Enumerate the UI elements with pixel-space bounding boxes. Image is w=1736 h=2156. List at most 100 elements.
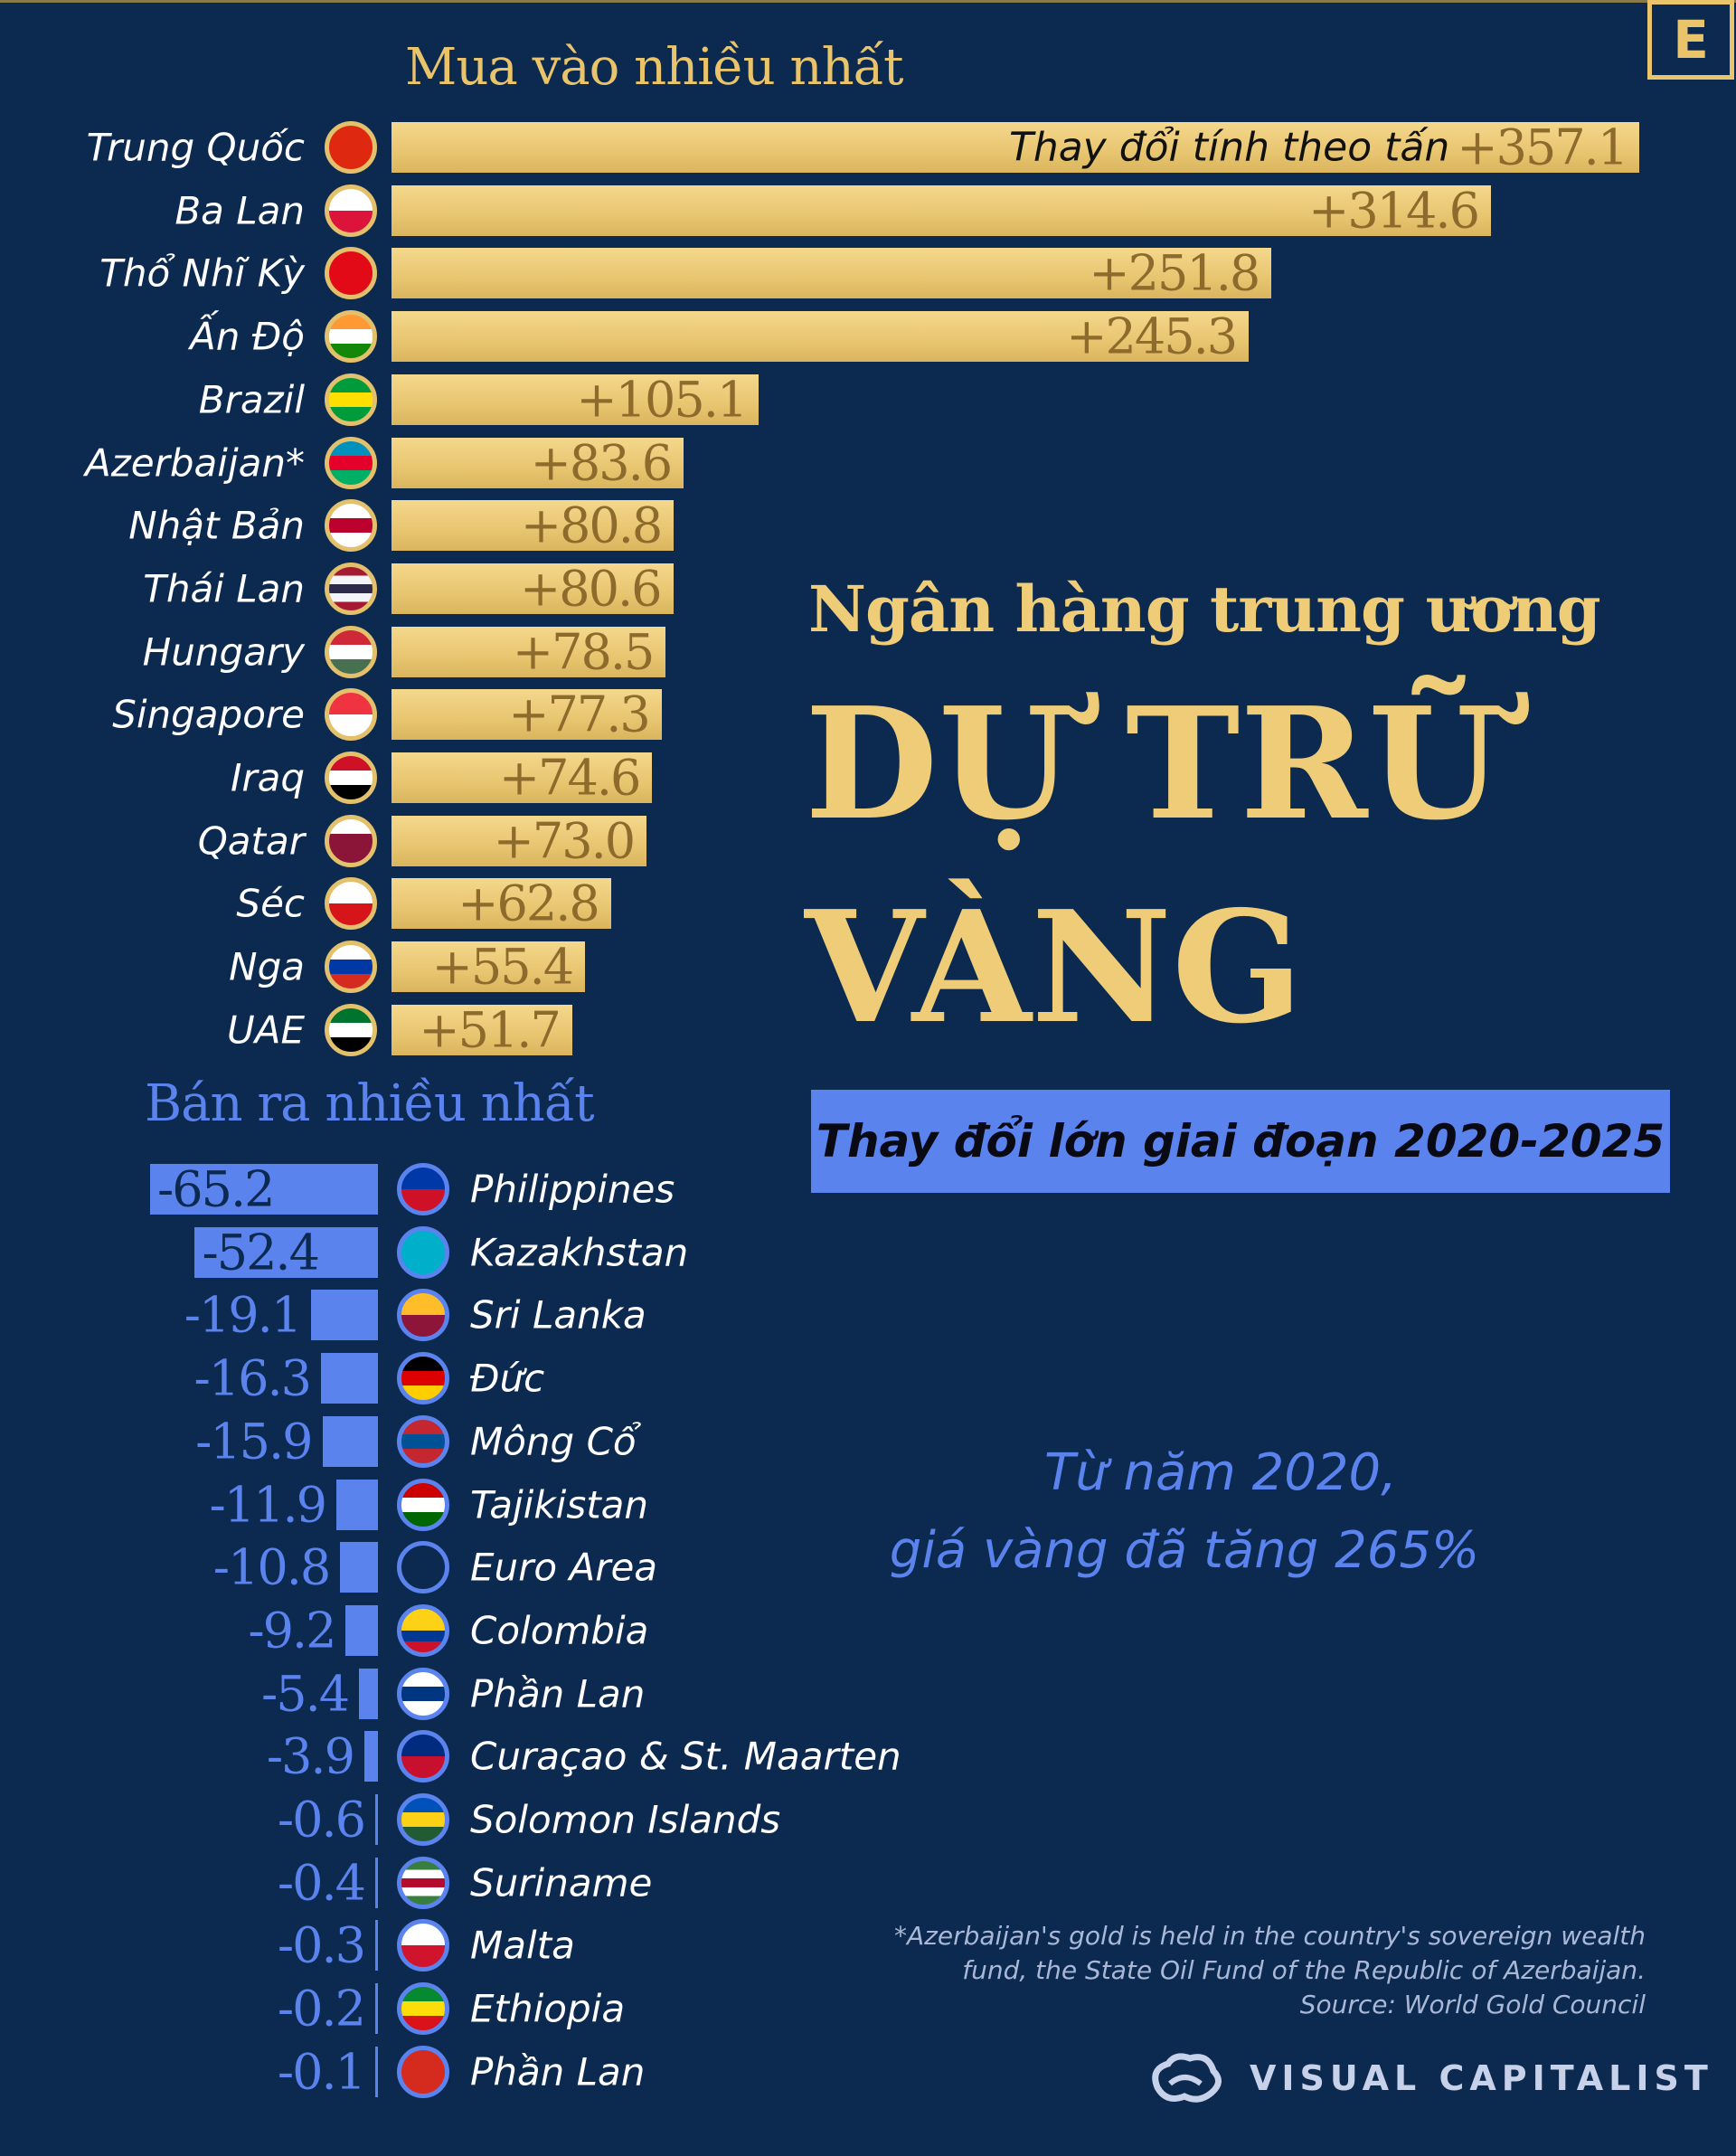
chart-row: -0.3 Malta [0, 1917, 1718, 1974]
chart-row: Ấn Độ +245.3 [0, 307, 1718, 365]
chart-row: -0.4 Suriname [0, 1854, 1718, 1912]
flag-icon [325, 752, 377, 804]
bar [363, 1731, 378, 1782]
country-name: Đức [470, 1356, 545, 1401]
bar [311, 1290, 378, 1341]
flag-icon [397, 1793, 449, 1846]
country-name: Euro Area [470, 1545, 658, 1590]
flag-icon [397, 1225, 449, 1279]
country-name: Thái Lan [143, 566, 305, 611]
value-label: +74.6 [498, 749, 641, 807]
footnote-line-1: *Azerbaijan's gold is held in the countr… [893, 1921, 1646, 1951]
country-name: Thổ Nhĩ Kỳ [99, 251, 305, 296]
value-label: -19.1 [184, 1286, 302, 1344]
bar [150, 1164, 378, 1215]
bar [392, 563, 674, 614]
value-label: +80.6 [520, 560, 662, 618]
bar [375, 1794, 378, 1845]
title-line-1: Ngân hàng trung ương [808, 572, 1601, 647]
subtitle: Thay đổi lớn giai đoạn 2020-2025 [816, 1115, 1665, 1168]
chart-row: -0.2 Ethiopia [0, 1981, 1718, 2038]
note-line-2: giá vàng đã tăng 265% [889, 1521, 1480, 1580]
flag-icon [325, 310, 377, 364]
bar [340, 1542, 378, 1593]
bar [321, 1353, 378, 1404]
flag-icon [397, 1352, 449, 1405]
country-name: Sri Lanka [470, 1292, 646, 1338]
flag-icon [325, 184, 377, 237]
bar [392, 626, 666, 677]
value-label: -15.9 [195, 1413, 313, 1470]
chart-row: Iraq +74.6 [0, 749, 1718, 807]
value-label: -11.9 [209, 1476, 327, 1533]
country-name: Colombia [470, 1608, 649, 1653]
value-label: +78.5 [512, 623, 655, 681]
value-label: -0.1 [277, 2043, 366, 2101]
bar [392, 878, 611, 930]
country-name: Brazil [198, 377, 305, 422]
chart-row: Qatar +73.0 [0, 812, 1718, 869]
flag-icon [397, 1856, 449, 1909]
bar [392, 122, 1640, 173]
chart-row: Azerbaijan* +83.6 [0, 434, 1718, 491]
chart-row: Nhật Bản +80.8 [0, 496, 1718, 554]
chart-row: -3.9 Curaçao & St. Maarten [0, 1727, 1718, 1785]
country-name: UAE [226, 1007, 305, 1053]
flag-icon [325, 688, 377, 742]
chart-row: -5.4 Phần Lan [0, 1665, 1718, 1723]
country-name: Malta [470, 1923, 575, 1968]
bar [392, 184, 1491, 236]
value-label: -0.6 [277, 1791, 366, 1849]
flag-icon [325, 373, 377, 426]
country-name: Ấn Độ [190, 314, 305, 359]
bar [375, 1920, 378, 1972]
chart-row: -52.4 Kazakhstan [0, 1224, 1718, 1281]
flag-icon [397, 1163, 449, 1215]
bar [392, 437, 684, 488]
flag-icon [325, 247, 377, 300]
footnote-source: Source: World Gold Council [1299, 1990, 1646, 2019]
flag-icon [397, 1730, 449, 1783]
chart-row: -15.9 Mông Cổ [0, 1413, 1718, 1470]
country-name: Curaçao & St. Maarten [470, 1734, 901, 1779]
value-label: +80.8 [520, 496, 663, 554]
flag-icon [325, 877, 377, 931]
bar [359, 1668, 378, 1719]
bar [392, 752, 653, 803]
chart-row: -0.1 Phần Lan [0, 2043, 1718, 2101]
flag-icon [397, 1414, 449, 1468]
chart-row: Nga +55.4 [0, 939, 1718, 996]
logo-icon [1152, 2053, 1222, 2103]
flag-icon [325, 814, 377, 867]
chart-row: Singapore +77.3 [0, 686, 1718, 743]
bar [392, 374, 760, 425]
bar [392, 941, 586, 993]
flag-icon [397, 1541, 449, 1594]
title-line-2: DỰ TRỮ [805, 674, 1502, 855]
value-label: -0.4 [277, 1854, 366, 1912]
flag-icon [397, 1667, 449, 1720]
country-name: Singapore [112, 692, 305, 737]
bar [392, 815, 647, 866]
value-label: +77.3 [508, 686, 650, 743]
footnote-line-2: fund, the State Oil Fund of the Republic… [962, 1955, 1646, 1985]
flag-icon [325, 436, 377, 489]
title-line-3: VÀNG [805, 877, 1304, 1058]
value-label: -9.2 [248, 1602, 336, 1660]
value-label: -3.9 [266, 1727, 355, 1785]
value-label: -16.3 [193, 1349, 312, 1407]
country-name: Hungary [142, 629, 305, 675]
value-label: -10.8 [212, 1538, 331, 1596]
country-name: Qatar [197, 818, 305, 864]
value-label: +245.3 [1066, 307, 1238, 365]
bar [194, 1226, 378, 1278]
country-name: Azerbaijan* [85, 440, 305, 485]
value-label: -5.4 [261, 1665, 350, 1723]
note-line-1: Từ năm 2020, [1044, 1443, 1397, 1502]
country-name: Nga [229, 944, 305, 989]
country-name: Tajikistan [470, 1482, 649, 1527]
flag-icon [397, 1919, 449, 1972]
country-name: Kazakhstan [470, 1230, 689, 1275]
country-name: Phần Lan [470, 1671, 646, 1716]
top-border [0, 0, 1736, 3]
